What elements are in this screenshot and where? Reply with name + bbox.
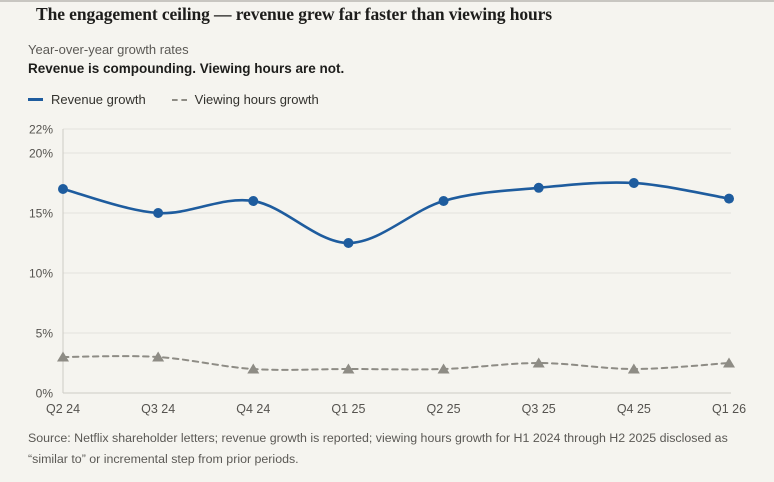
viewing-hours-data-point [532, 357, 545, 368]
x-tick-label: Q3 24 [141, 402, 175, 416]
legend-item-viewing-hours: Viewing hours growth [171, 92, 319, 107]
viewing-hours-line-swatch-icon [171, 98, 187, 101]
y-tick-label: 20% [29, 147, 53, 161]
y-tick-label: 10% [29, 267, 53, 281]
x-tick-label: Q4 24 [236, 402, 270, 416]
chart-title: The engagement ceiling — revenue grew fa… [36, 4, 552, 24]
viewing-hours-data-point [723, 357, 735, 368]
top-divider [0, 0, 774, 2]
x-tick-label: Q3 25 [522, 402, 556, 416]
source-note-line1: Source: Netflix shareholder letters; rev… [28, 431, 728, 445]
y-tick-label: 5% [36, 327, 54, 341]
chart-tagline: Revenue is compounding. Viewing hours ar… [28, 61, 345, 76]
legend-label-revenue: Revenue growth [51, 92, 146, 107]
x-tick-label: Q4 25 [617, 402, 651, 416]
x-tick-label: Q1 26 [712, 402, 746, 416]
legend-item-revenue: Revenue growth [28, 92, 146, 107]
x-tick-label: Q2 25 [427, 402, 461, 416]
y-tick-label: 0% [36, 387, 54, 401]
revenue-line-swatch-icon [28, 98, 43, 101]
chart-subtitle: Year-over-year growth rates [28, 42, 189, 57]
viewing-hours-data-point [342, 363, 355, 374]
legend: Revenue growth Viewing hours growth [28, 92, 319, 107]
viewing-hours-data-point [247, 363, 260, 374]
y-tick-label: 22% [29, 123, 53, 137]
revenue-data-point [343, 238, 354, 248]
x-tick-label: Q1 25 [331, 402, 365, 416]
source-note: Source: Netflix shareholder letters; rev… [28, 428, 768, 471]
series-line-revenue [61, 181, 731, 245]
revenue-data-point [153, 208, 164, 218]
revenue-data-point [724, 193, 734, 204]
series-line-viewing-hours [62, 355, 730, 371]
revenue-data-point [533, 182, 544, 193]
viewing-hours-data-point [437, 363, 450, 374]
source-note-line2: “similar to” or incremental step from pr… [28, 452, 299, 467]
revenue-data-point [248, 196, 259, 206]
revenue-data-point [58, 184, 68, 194]
x-tick-label: Q2 24 [46, 402, 80, 416]
viewing-hours-data-point [627, 363, 640, 374]
revenue-data-point [438, 196, 449, 206]
legend-label-viewing-hours: Viewing hours growth [194, 92, 319, 107]
y-tick-label: 15% [29, 207, 53, 221]
revenue-data-point [628, 178, 639, 188]
viewing-hours-data-point [152, 351, 165, 362]
viewing-hours-data-point [57, 351, 69, 362]
